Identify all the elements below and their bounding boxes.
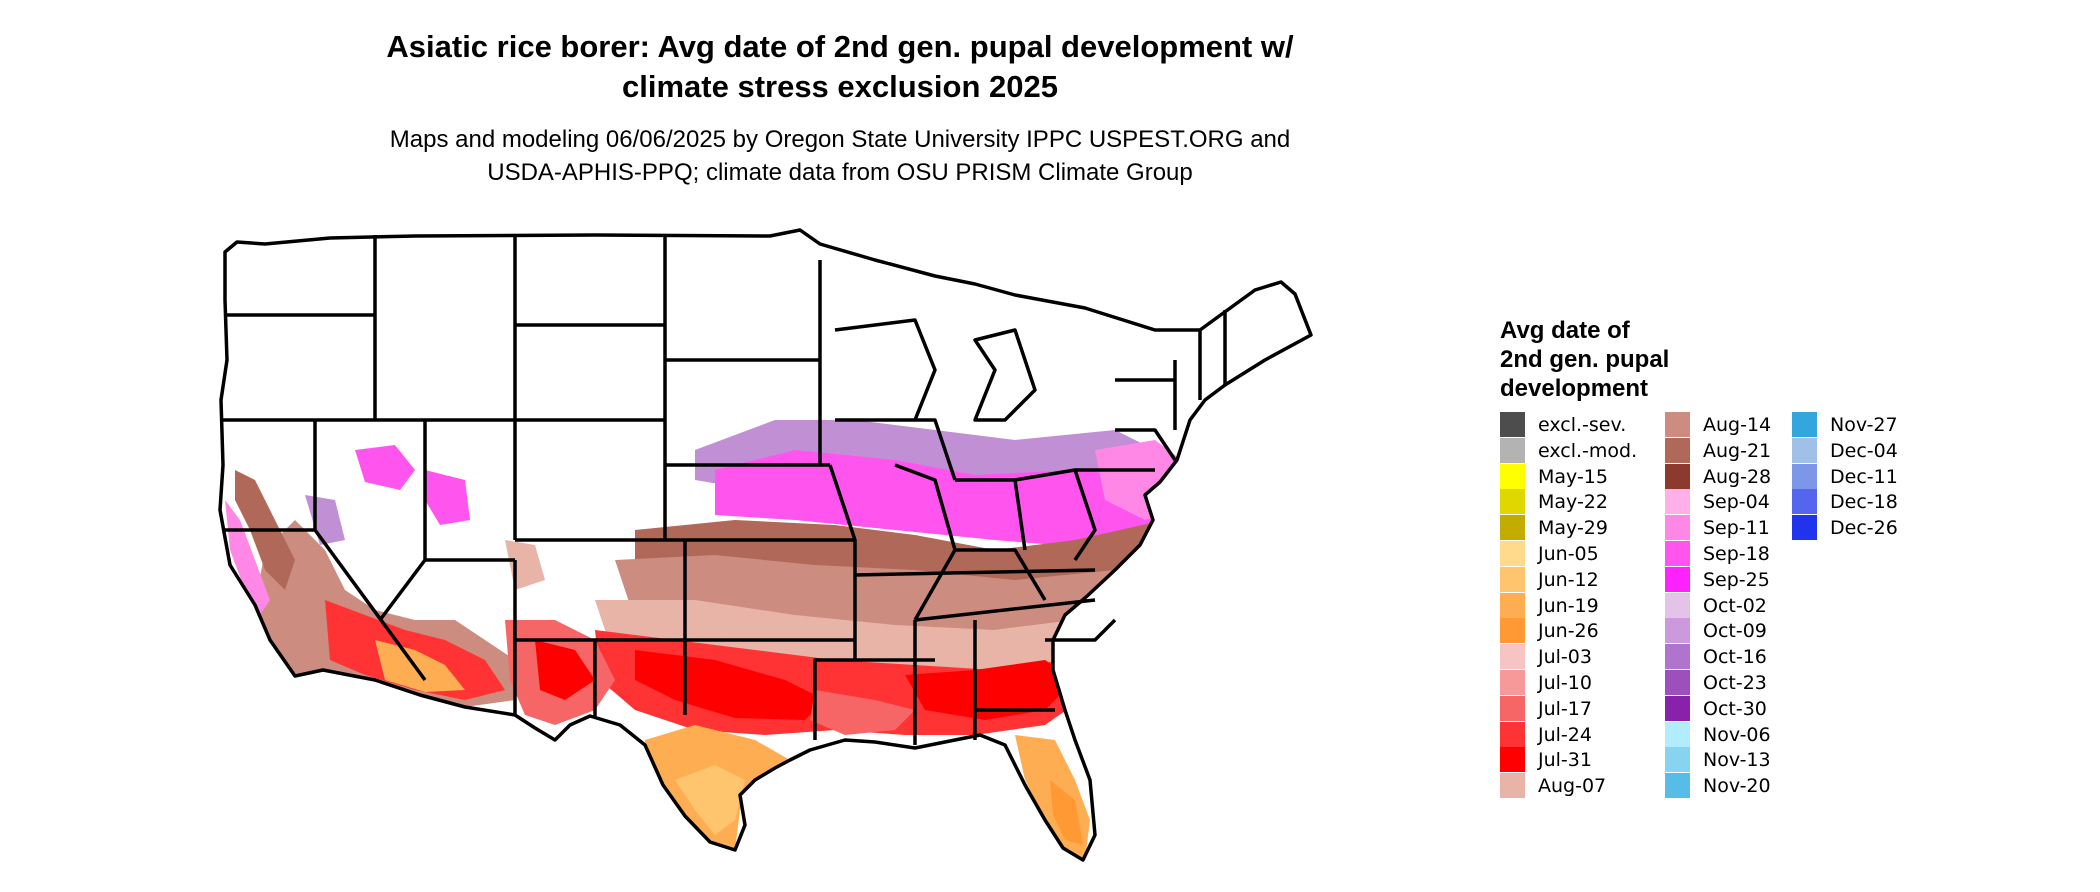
legend-label: Sep-04 [1703, 491, 1770, 514]
legend-swatch [1500, 747, 1525, 773]
legend-label: Aug-21 [1703, 439, 1772, 462]
legend-label: Jul-10 [1538, 671, 1592, 694]
legend-swatch [1500, 721, 1525, 747]
legend-label: Oct-16 [1703, 646, 1767, 669]
legend-swatch [1665, 721, 1690, 747]
legend-label: Jul-31 [1538, 749, 1592, 772]
legend-label: Dec-26 [1830, 517, 1898, 540]
legend-swatch [1665, 463, 1690, 489]
legend-swatch [1665, 515, 1690, 541]
legend-label: excl.-sev. [1538, 414, 1627, 436]
legend-swatch [1665, 489, 1690, 515]
legend-label: Jul-24 [1538, 723, 1592, 746]
legend-swatch [1500, 437, 1525, 463]
legend-swatch [1665, 540, 1690, 566]
legend-swatch [1500, 618, 1525, 644]
us-phenology-map [218, 228, 1313, 862]
map-title-line-2: climate stress exclusion 2025 [622, 69, 1058, 104]
legend-swatch [1665, 412, 1690, 437]
map-subtitle-line-2: USDA-APHIS-PPQ; climate data from OSU PR… [487, 159, 1193, 186]
legend-label: Nov-13 [1703, 749, 1771, 772]
legend-label: Jul-17 [1538, 697, 1592, 720]
legend-label: Dec-18 [1830, 491, 1898, 514]
legend-label: Jun-05 [1538, 542, 1599, 565]
legend-swatch [1665, 618, 1690, 644]
legend-swatch [1500, 515, 1525, 541]
legend-label: Jul-03 [1538, 646, 1592, 669]
legend-swatch [1500, 489, 1525, 515]
legend-label: Dec-04 [1830, 439, 1898, 462]
legend-label: Oct-30 [1703, 697, 1767, 720]
legend-label: Dec-11 [1830, 465, 1898, 488]
legend-label: Oct-02 [1703, 594, 1767, 617]
legend-swatch [1665, 747, 1690, 773]
legend-label: Jun-12 [1538, 568, 1599, 591]
legend-label: Nov-27 [1830, 414, 1898, 436]
legend-title-line-3: development [1500, 375, 1649, 402]
legend-swatch [1665, 437, 1690, 463]
legend-label: Aug-14 [1703, 414, 1772, 436]
legend-label: May-15 [1538, 465, 1608, 488]
legend-swatch [1665, 773, 1690, 799]
legend-swatch [1500, 540, 1525, 566]
legend-swatch [1665, 644, 1690, 670]
legend-swatch [1792, 489, 1817, 515]
legend-label: Sep-18 [1703, 542, 1770, 565]
legend-swatch [1500, 566, 1525, 592]
legend-swatch [1500, 669, 1525, 695]
legend-swatch [1665, 592, 1690, 618]
legend-swatch [1792, 437, 1817, 463]
legend-swatch [1665, 669, 1690, 695]
legend-label: Sep-25 [1703, 568, 1770, 591]
legend-swatch [1665, 695, 1690, 721]
map-subtitle-line-1: Maps and modeling 06/06/2025 by Oregon S… [389, 126, 1291, 153]
legend-swatch [1500, 695, 1525, 721]
legend-swatch [1792, 515, 1817, 541]
legend-label: Nov-06 [1703, 723, 1771, 746]
legend-title-line-1: Avg date of [1500, 317, 1630, 344]
legend-label: Oct-23 [1703, 671, 1767, 694]
legend-title-line-2: 2nd gen. pupal [1500, 346, 1670, 373]
legend-swatch [1792, 463, 1817, 489]
legend-label: excl.-mod. [1538, 439, 1638, 462]
legend-label: Aug-07 [1538, 775, 1607, 798]
legend-swatch [1500, 412, 1525, 437]
legend-label: Aug-28 [1703, 465, 1772, 488]
legend-label: Jun-19 [1538, 594, 1599, 617]
legend-swatch [1500, 644, 1525, 670]
legend-label: May-22 [1538, 491, 1608, 514]
legend-swatch [1500, 592, 1525, 618]
map-title-line-1: Asiatic rice borer: Avg date of 2nd gen.… [386, 29, 1294, 64]
legend-swatch [1792, 412, 1817, 437]
legend-swatch [1500, 463, 1525, 489]
legend-swatch [1500, 773, 1525, 799]
legend-label: May-29 [1538, 517, 1608, 540]
legend-swatch [1665, 566, 1690, 592]
legend-label: Sep-11 [1703, 517, 1770, 540]
legend-label: Jun-26 [1538, 620, 1599, 643]
legend-label: Oct-09 [1703, 620, 1767, 643]
legend-label: Nov-20 [1703, 775, 1771, 798]
